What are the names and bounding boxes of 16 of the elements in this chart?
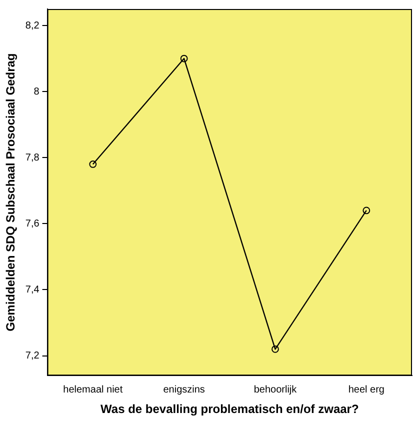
x-tick-label: helemaal niet — [63, 384, 123, 396]
y-tick-label: 7,2 — [25, 350, 40, 362]
y-axis-title: Gemiddelden SDQ Subschaal Prosociaal Gedrag — [4, 53, 18, 332]
x-axis-title: Was de bevalling problematisch en/of zwaar? — [100, 402, 359, 416]
y-tick-label: 8,2 — [25, 20, 40, 32]
point — [272, 345, 279, 353]
x-tick-label: heel erg — [348, 384, 384, 396]
y-tick-label: 7,6 — [25, 218, 40, 230]
point — [362, 206, 370, 214]
y-tick-label: 8 — [34, 86, 40, 98]
point — [89, 160, 97, 168]
x-tick-label: behoorlijk — [254, 384, 298, 396]
point — [180, 54, 188, 62]
y-tick-label: 7,4 — [25, 284, 40, 296]
x-tick-label: enigszins — [163, 384, 205, 396]
y-tick-label: 7,8 — [25, 152, 40, 164]
